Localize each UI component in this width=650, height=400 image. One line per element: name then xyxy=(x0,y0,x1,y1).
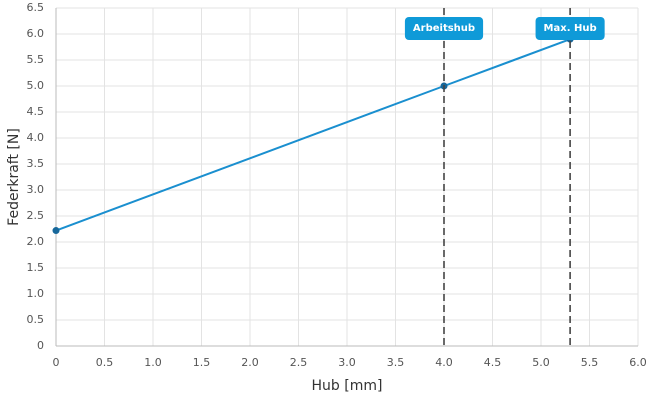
y-tick-label: 6.5 xyxy=(27,1,45,14)
y-axis-label: Federkraft [N] xyxy=(6,128,22,226)
y-tick-label: 4.0 xyxy=(27,131,45,144)
annotation-box xyxy=(404,17,484,40)
x-tick-label: 2.5 xyxy=(290,356,308,369)
y-tick-label: 0 xyxy=(37,339,44,352)
y-tick-label: 3.5 xyxy=(27,157,45,170)
y-tick-label: 6.0 xyxy=(27,27,45,40)
x-tick-label: 4.0 xyxy=(435,356,453,369)
x-tick-label: 0 xyxy=(53,356,60,369)
x-tick-label: 3.5 xyxy=(387,356,405,369)
data-point xyxy=(52,227,60,235)
x-tick-label: 2.0 xyxy=(241,356,259,369)
y-tick-label: 1.0 xyxy=(27,287,45,300)
y-tick-label: 5.5 xyxy=(27,53,45,66)
y-tick-label: 5.0 xyxy=(27,79,45,92)
x-tick-label: 5.0 xyxy=(532,356,550,369)
x-tick-label: 4.5 xyxy=(484,356,502,369)
x-tick-label: 5.5 xyxy=(581,356,599,369)
y-tick-label: 3.0 xyxy=(27,183,45,196)
annotation-label: Arbeitshub xyxy=(413,23,475,34)
y-tick-label: 0.5 xyxy=(27,313,45,326)
annotation-label: Max. Hub xyxy=(544,23,597,34)
x-tick-label: 0.5 xyxy=(96,356,114,369)
x-tick-label: 6.0 xyxy=(629,356,647,369)
annotation-box xyxy=(535,17,605,40)
y-tick-label: 1.5 xyxy=(27,261,45,274)
x-tick-label: 1.5 xyxy=(193,356,211,369)
x-tick-label: 3.0 xyxy=(338,356,356,369)
y-tick-label: 4.5 xyxy=(27,105,45,118)
y-tick-label: 2.0 xyxy=(27,235,45,248)
x-axis-label: Hub [mm] xyxy=(312,378,383,394)
y-tick-label: 2.5 xyxy=(27,209,45,222)
x-tick-label: 1.0 xyxy=(144,356,162,369)
